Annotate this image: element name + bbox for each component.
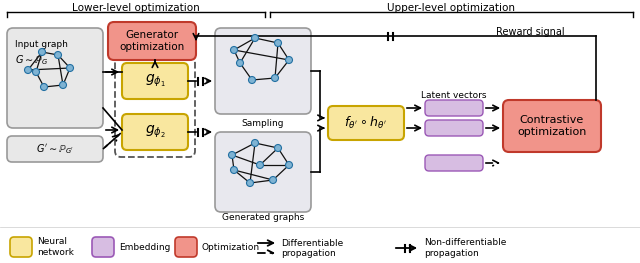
FancyBboxPatch shape (122, 63, 188, 99)
Circle shape (275, 39, 282, 47)
Text: Differentiable: Differentiable (281, 239, 343, 247)
Text: Latent vectors: Latent vectors (421, 90, 487, 99)
Circle shape (269, 176, 276, 184)
FancyBboxPatch shape (10, 237, 32, 257)
Text: Contrastive
optimization: Contrastive optimization (517, 115, 587, 137)
Text: propagation: propagation (281, 249, 336, 257)
Circle shape (285, 161, 292, 169)
FancyBboxPatch shape (7, 28, 103, 128)
FancyBboxPatch shape (7, 136, 103, 162)
FancyBboxPatch shape (215, 132, 311, 212)
Text: $f_{\theta'} \circ h_{\theta'}$: $f_{\theta'} \circ h_{\theta'}$ (344, 115, 387, 131)
FancyBboxPatch shape (425, 155, 483, 171)
FancyBboxPatch shape (328, 106, 404, 140)
Circle shape (24, 67, 31, 73)
FancyBboxPatch shape (108, 22, 196, 60)
Text: $G' \sim \mathbb{P}_{G'}$: $G' \sim \mathbb{P}_{G'}$ (36, 142, 74, 156)
Circle shape (230, 47, 237, 53)
Circle shape (33, 68, 40, 75)
Text: $G \sim \mathbb{P}_{G}$: $G \sim \mathbb{P}_{G}$ (15, 53, 48, 67)
Text: Generated graphs: Generated graphs (222, 214, 304, 222)
FancyBboxPatch shape (175, 237, 197, 257)
FancyBboxPatch shape (425, 100, 483, 116)
Circle shape (252, 139, 259, 146)
Circle shape (248, 77, 255, 83)
FancyBboxPatch shape (122, 114, 188, 150)
Text: Embedding: Embedding (119, 242, 170, 251)
Text: Upper-level optimization: Upper-level optimization (387, 3, 515, 13)
Circle shape (230, 166, 237, 174)
Circle shape (252, 34, 259, 42)
Text: Reward signal: Reward signal (496, 27, 564, 37)
FancyBboxPatch shape (215, 28, 311, 114)
Circle shape (54, 52, 61, 58)
Text: Optimization: Optimization (202, 242, 260, 251)
Text: Generator
optimization: Generator optimization (120, 30, 184, 52)
Text: $g_{\phi_1}$: $g_{\phi_1}$ (145, 73, 165, 89)
Circle shape (228, 151, 236, 159)
Circle shape (275, 144, 282, 151)
Circle shape (237, 59, 243, 67)
Text: $g_{\phi_2}$: $g_{\phi_2}$ (145, 124, 165, 140)
Text: Non-differentiable
propagation: Non-differentiable propagation (424, 238, 506, 258)
FancyBboxPatch shape (503, 100, 601, 152)
Text: Lower-level optimization: Lower-level optimization (72, 3, 200, 13)
FancyBboxPatch shape (92, 237, 114, 257)
Circle shape (257, 161, 264, 169)
FancyBboxPatch shape (425, 120, 483, 136)
Text: Sampling: Sampling (242, 119, 284, 128)
Text: Neural
network: Neural network (37, 237, 74, 257)
Circle shape (246, 180, 253, 186)
Circle shape (271, 74, 278, 82)
Circle shape (38, 48, 45, 55)
Circle shape (60, 82, 67, 89)
Circle shape (67, 64, 74, 72)
Text: Input graph: Input graph (15, 40, 68, 49)
Circle shape (40, 83, 47, 90)
Circle shape (285, 57, 292, 63)
